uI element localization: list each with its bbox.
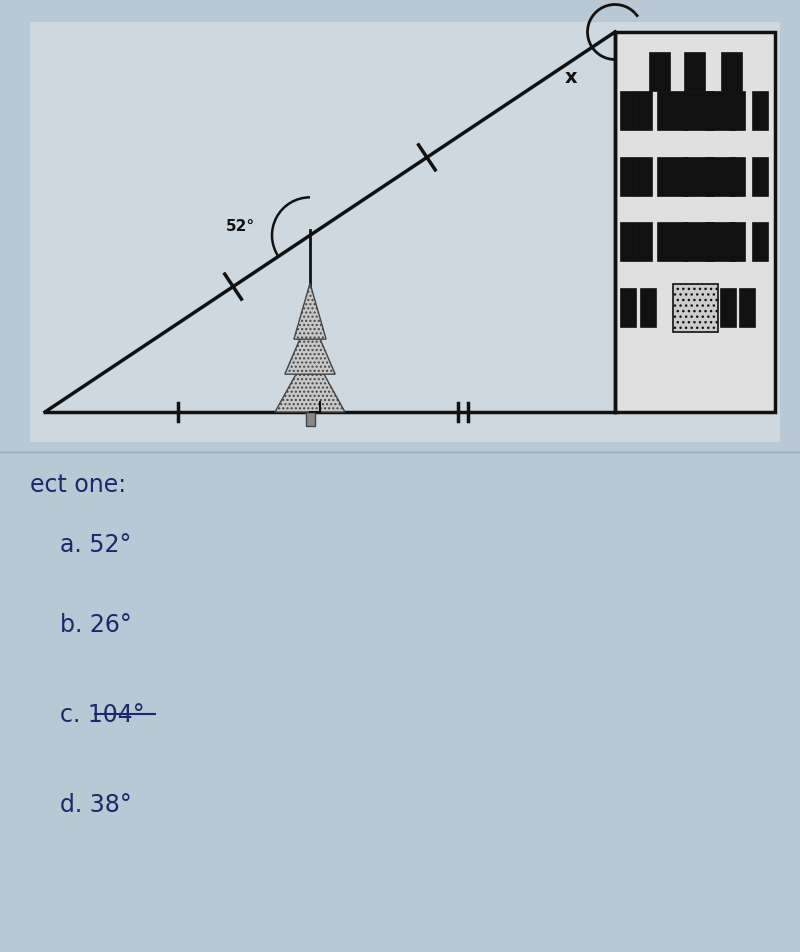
Bar: [658, 93, 688, 131]
Bar: [753, 159, 768, 196]
Bar: [638, 159, 653, 196]
Bar: [721, 289, 736, 327]
Bar: [622, 93, 637, 131]
Bar: [684, 159, 714, 196]
Bar: [684, 93, 714, 131]
Text: x: x: [565, 68, 578, 87]
Bar: [730, 93, 746, 131]
Bar: [622, 159, 637, 196]
Bar: [641, 289, 656, 327]
Text: a. 52°: a. 52°: [60, 532, 131, 556]
Bar: [638, 93, 653, 131]
Bar: [306, 412, 314, 426]
Polygon shape: [294, 284, 326, 340]
Polygon shape: [285, 316, 335, 375]
Bar: [638, 224, 653, 262]
Bar: [622, 224, 637, 262]
Polygon shape: [275, 349, 345, 412]
Bar: [706, 93, 736, 131]
Bar: [650, 54, 670, 92]
Bar: [658, 224, 688, 262]
Bar: [730, 159, 746, 196]
Text: c. 104°: c. 104°: [60, 703, 145, 726]
Bar: [722, 54, 742, 92]
Bar: [622, 289, 637, 327]
Bar: [673, 285, 718, 332]
Bar: [730, 224, 746, 262]
Bar: [658, 159, 688, 196]
Bar: [740, 289, 755, 327]
Bar: [753, 224, 768, 262]
Bar: [30, 23, 780, 443]
Text: d. 38°: d. 38°: [60, 792, 132, 816]
Bar: [753, 93, 768, 131]
Bar: [686, 54, 706, 92]
Text: b. 26°: b. 26°: [60, 612, 132, 636]
Bar: [706, 159, 736, 196]
Text: 52°: 52°: [226, 219, 255, 234]
Text: ect one:: ect one:: [30, 472, 126, 497]
Bar: [615, 33, 775, 412]
Bar: [706, 224, 736, 262]
Bar: [684, 224, 714, 262]
